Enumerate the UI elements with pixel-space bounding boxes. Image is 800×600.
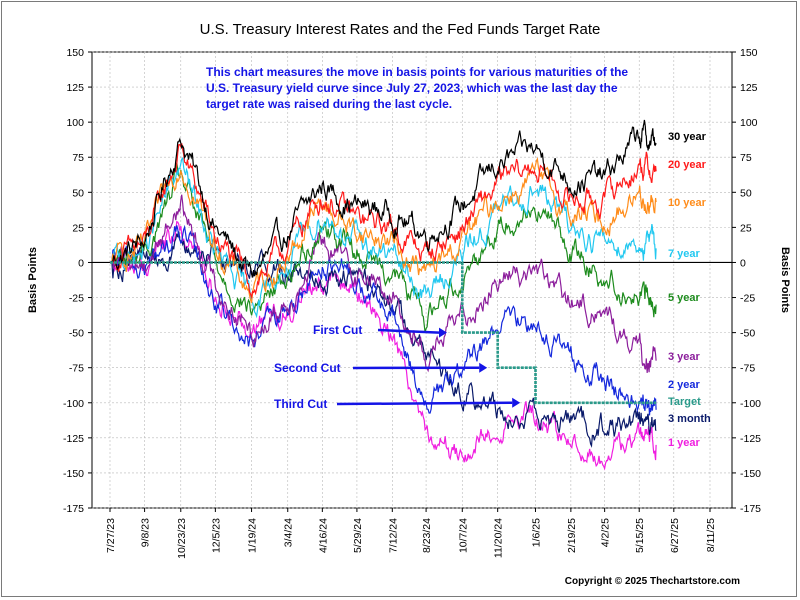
cut-arrow-3 (336, 401, 513, 406)
x-axis: 7/27/23 9/8/23 10/23/23 12/5/23 1/19/24 3/4/2… (105, 508, 717, 559)
series-label-1-year: 1 year (668, 437, 701, 449)
y-tick-label-left: -150 (63, 468, 84, 480)
x-tick-label: 4/2/25 (600, 518, 612, 547)
cut-arrowhead-1 (438, 327, 447, 338)
x-tick-label: 10/23/23 (176, 518, 188, 559)
y-tick-label-right: 150 (740, 47, 758, 59)
series-label-7-year: 7 year (668, 248, 701, 260)
series-line-7-year (109, 156, 657, 319)
series-line-30-year (109, 119, 657, 278)
y-tick-label-right: 100 (740, 117, 758, 129)
series-label-30-year: 30 year (668, 131, 707, 143)
annotation-line-2: U.S. Treasury yield curve since July 27,… (206, 81, 618, 95)
y-tick-label-right: 25 (740, 222, 752, 234)
series-line-10-year (109, 157, 657, 304)
series-line-3-year (110, 194, 657, 373)
cut-arrowhead-3 (512, 397, 521, 408)
series-line-5-year (109, 162, 657, 333)
x-tick-label: 5/15/25 (634, 518, 646, 553)
y-tick-label-left: -125 (63, 433, 84, 445)
series-label-3-month: 3 month (668, 413, 711, 425)
y-tick-label-right: 125 (740, 82, 758, 94)
x-tick-label: 6/27/25 (669, 518, 681, 553)
y-tick-label-left: 75 (72, 152, 84, 164)
series-lines (109, 119, 657, 471)
y-tick-label-left: -100 (63, 398, 84, 410)
x-tick-label: 5/29/24 (352, 518, 364, 553)
y-axis-right: 150 125 100 75 50 25 0 -25 -50 -75 -100 -125 -150 -17… (732, 47, 761, 515)
series-label-2-year: 2 year (668, 379, 701, 391)
x-tick-label: 7/27/23 (105, 518, 117, 553)
y-tick-label-right: -100 (740, 398, 761, 410)
chart-title: U.S. Treasury Interest Rates and the Fed… (200, 21, 601, 38)
cut-arrow-1 (377, 328, 440, 334)
x-tick-label: 3/4/24 (283, 518, 295, 547)
y-tick-label-left: -50 (69, 328, 84, 340)
x-tick-label: 1/19/24 (247, 518, 259, 553)
x-tick-label: 7/12/24 (387, 518, 399, 553)
cut-annotations: First Cut Second Cut Third Cut (274, 323, 521, 411)
y-axis-left-label: Basis Points (27, 247, 39, 313)
y-tick-label-left: 0 (78, 257, 84, 269)
series-label-5-year: 5 year (668, 292, 701, 304)
series-labels: 30 year 20 year 10 year 7 year 5 year 3 year 2… (668, 131, 711, 449)
x-tick-label: 1/6/25 (530, 518, 542, 547)
annotation-line-3: target rate was raised during the last c… (206, 97, 452, 111)
y-tick-label-right: -75 (740, 363, 755, 375)
y-tick-label-right: 50 (740, 187, 752, 199)
y-tick-label-left: 150 (66, 47, 84, 59)
y-axis-right-label: Basis Points (779, 247, 791, 313)
series-line-target (110, 261, 657, 405)
series-label-20-year: 20 year (668, 159, 707, 171)
x-tick-label: 9/8/23 (140, 518, 152, 547)
copyright-text: Copyright © 2025 Thechartstore.com (565, 576, 740, 587)
y-tick-label-right: -25 (740, 293, 755, 305)
x-tick-label: 12/5/23 (210, 518, 222, 553)
cut-label-2: Second Cut (274, 361, 341, 375)
y-tick-label-left: 50 (72, 187, 84, 199)
x-tick-label: 4/16/24 (317, 518, 329, 553)
y-tick-label-right: -50 (740, 328, 755, 340)
y-tick-label-right: 75 (740, 152, 752, 164)
y-tick-label-right: -125 (740, 433, 761, 445)
y-tick-label-left: 125 (66, 82, 84, 94)
y-tick-label-right: -175 (740, 503, 761, 515)
y-axis-left: 150 125 100 75 50 25 0 -25 -50 -75 -100 -125 -150 -17… (63, 47, 92, 515)
annotation-note: This chart measures the move in basis po… (206, 65, 628, 111)
y-tick-label-right: 0 (740, 257, 746, 269)
cut-label-3: Third Cut (274, 397, 327, 411)
x-tick-label: 10/7/24 (457, 518, 469, 553)
series-label-3-year: 3 year (668, 351, 701, 363)
series-label-10-year: 10 year (668, 197, 707, 209)
y-tick-label-left: -175 (63, 503, 84, 515)
x-tick-label: 8/23/24 (421, 518, 433, 553)
cut-arrowhead-2 (479, 362, 488, 373)
y-tick-label-left: 25 (72, 222, 84, 234)
x-tick-label: 8/11/25 (705, 518, 717, 552)
annotation-line-1: This chart measures the move in basis po… (206, 65, 628, 79)
y-tick-label-left: -25 (69, 293, 84, 305)
cut-label-1: First Cut (313, 323, 362, 337)
x-tick-label: 11/20/24 (493, 518, 505, 558)
y-tick-label-left: -75 (69, 363, 84, 375)
series-label-target: Target (668, 396, 701, 408)
x-tick-label: 2/19/25 (566, 518, 578, 553)
y-tick-label-right: -150 (740, 468, 761, 480)
series-line-2-year (109, 224, 657, 416)
y-tick-label-left: 100 (66, 117, 84, 129)
